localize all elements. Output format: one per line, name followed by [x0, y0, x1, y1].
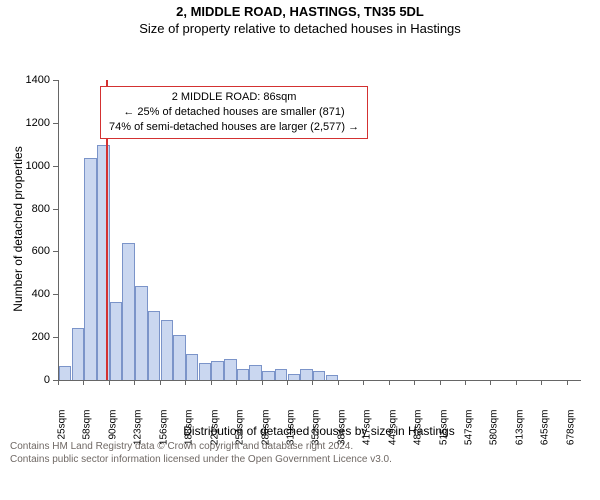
chart-subtitle: Size of property relative to detached ho… — [0, 21, 600, 36]
histogram-bar — [288, 374, 300, 380]
info-box-line: 2 MIDDLE ROAD: 86sqm — [109, 90, 359, 105]
x-tick — [516, 380, 517, 385]
y-tick-label: 400 — [0, 288, 50, 300]
histogram-bar — [237, 369, 249, 380]
x-tick — [541, 380, 542, 385]
x-tick — [312, 380, 313, 385]
y-tick-label: 800 — [0, 203, 50, 215]
x-tick — [185, 380, 186, 385]
y-tick-label: 1000 — [0, 160, 50, 172]
histogram-bar — [262, 371, 274, 380]
x-tick — [414, 380, 415, 385]
x-tick — [287, 380, 288, 385]
x-axis-label: Distribution of detached houses by size … — [58, 424, 580, 438]
histogram-bar — [313, 371, 325, 380]
histogram-bar — [59, 366, 71, 380]
address-line: 2, MIDDLE ROAD, HASTINGS, TN35 5DL — [0, 4, 600, 19]
x-tick — [236, 380, 237, 385]
histogram-bar — [326, 375, 338, 380]
histogram-bar — [173, 335, 185, 380]
x-tick — [440, 380, 441, 385]
y-tick-label: 1400 — [0, 74, 50, 86]
x-tick — [83, 380, 84, 385]
histogram-chart: 020040060080010001200140025sqm58sqm90sqm… — [0, 36, 600, 436]
histogram-bar — [148, 311, 160, 380]
histogram-bar — [110, 302, 122, 380]
x-tick — [389, 380, 390, 385]
histogram-bar — [72, 328, 84, 381]
histogram-bar — [300, 369, 312, 380]
x-tick — [465, 380, 466, 385]
y-tick — [53, 251, 58, 252]
histogram-bar — [224, 359, 236, 380]
y-tick-label: 200 — [0, 331, 50, 343]
x-tick — [262, 380, 263, 385]
x-tick — [134, 380, 135, 385]
histogram-bar — [275, 369, 287, 380]
property-info-box: 2 MIDDLE ROAD: 86sqm← 25% of detached ho… — [100, 86, 368, 139]
histogram-bar — [161, 320, 173, 380]
histogram-bar — [199, 363, 211, 380]
y-tick — [53, 166, 58, 167]
x-tick — [58, 380, 59, 385]
histogram-bar — [135, 286, 147, 380]
x-tick — [109, 380, 110, 385]
histogram-bar — [97, 145, 109, 380]
y-tick — [53, 123, 58, 124]
histogram-bar — [249, 365, 261, 380]
x-tick — [160, 380, 161, 385]
y-tick — [53, 80, 58, 81]
y-tick — [53, 209, 58, 210]
footer-line-2: Contains public sector information licen… — [10, 453, 590, 466]
y-axis-label: Number of detached properties — [11, 129, 25, 329]
histogram-bar — [84, 158, 96, 380]
x-tick — [490, 380, 491, 385]
x-tick — [338, 380, 339, 385]
footer-line-1: Contains HM Land Registry data © Crown c… — [10, 440, 590, 453]
histogram-bar — [186, 354, 198, 380]
y-tick-label: 600 — [0, 245, 50, 257]
x-tick — [567, 380, 568, 385]
x-tick — [363, 380, 364, 385]
y-tick-label: 1200 — [0, 117, 50, 129]
y-tick — [53, 294, 58, 295]
x-tick — [211, 380, 212, 385]
y-tick-label: 0 — [0, 374, 50, 386]
info-box-line: ← 25% of detached houses are smaller (87… — [109, 105, 359, 120]
histogram-bar — [122, 243, 134, 380]
y-tick — [53, 337, 58, 338]
info-box-line: 74% of semi-detached houses are larger (… — [109, 120, 359, 135]
histogram-bar — [211, 361, 223, 380]
